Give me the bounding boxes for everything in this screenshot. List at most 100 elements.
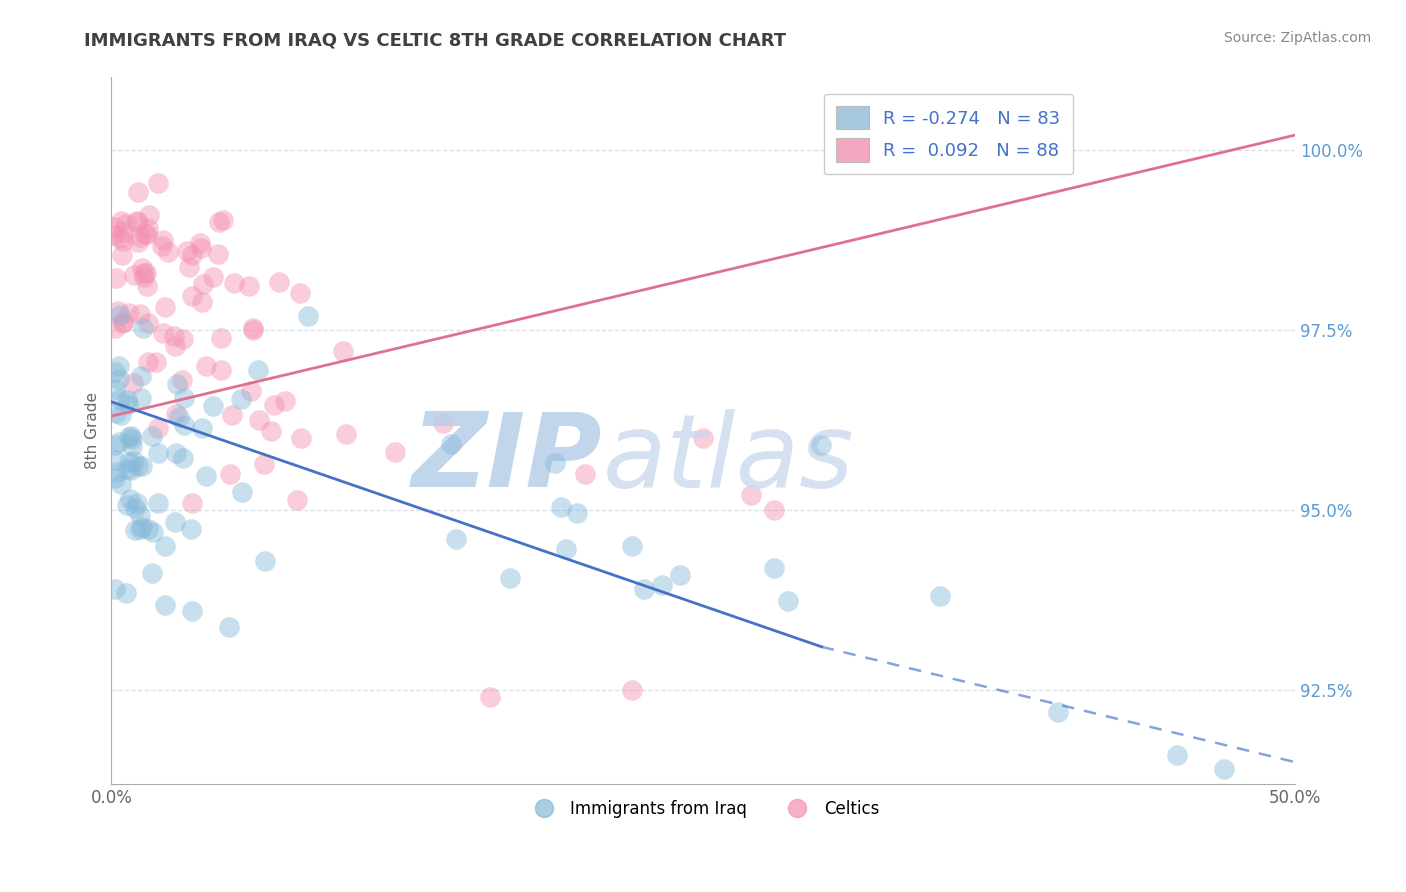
Point (259, 424, 281, 438)
Point (124, 501, 146, 516)
Point (146, 446, 169, 460)
Point (567, 506, 589, 520)
Point (181, 289, 204, 303)
Point (238, 279, 260, 293)
Point (810, 438, 832, 452)
Point (104, 471, 127, 485)
Point (165, 446, 187, 460)
Point (111, 315, 134, 329)
Point (621, 539, 644, 553)
Point (247, 413, 270, 427)
Point (112, 317, 135, 331)
Point (173, 391, 195, 405)
Point (135, 267, 157, 281)
Point (166, 376, 188, 391)
Point (173, 417, 195, 432)
Point (263, 398, 285, 412)
Point (188, 236, 211, 251)
Point (172, 332, 194, 346)
Point (136, 523, 159, 537)
Point (122, 268, 145, 283)
Point (172, 450, 194, 465)
Point (134, 270, 156, 285)
Point (763, 560, 786, 574)
Point (209, 363, 232, 377)
Point (544, 456, 567, 470)
Point (193, 277, 215, 292)
Point (134, 227, 156, 241)
Point (118, 429, 141, 443)
Point (180, 247, 202, 261)
Point (155, 539, 177, 553)
Point (290, 431, 312, 445)
Point (550, 500, 572, 515)
Legend: Immigrants from Iraq, Celtics: Immigrants from Iraq, Celtics (520, 794, 886, 825)
Point (138, 208, 160, 222)
Point (110, 408, 132, 422)
Point (129, 522, 152, 536)
Point (135, 279, 157, 293)
Point (138, 317, 160, 331)
Point (117, 455, 139, 469)
Point (104, 365, 127, 379)
Point (778, 594, 800, 608)
Point (169, 410, 191, 425)
Point (692, 431, 714, 445)
Point (127, 235, 149, 250)
Point (135, 227, 157, 241)
Point (104, 452, 127, 467)
Point (141, 566, 163, 580)
Point (105, 271, 128, 285)
Point (269, 276, 291, 290)
Point (190, 242, 212, 256)
Point (122, 454, 145, 468)
Point (132, 321, 155, 335)
Point (110, 214, 132, 228)
Point (127, 185, 149, 199)
Point (195, 359, 218, 373)
Point (194, 469, 217, 483)
Point (207, 246, 229, 260)
Point (253, 457, 276, 471)
Point (129, 391, 152, 405)
Point (153, 598, 176, 612)
Point (211, 213, 233, 227)
Point (115, 498, 138, 512)
Text: IMMIGRANTS FROM IRAQ VS CELTIC 8TH GRADE CORRELATION CHART: IMMIGRANTS FROM IRAQ VS CELTIC 8TH GRADE… (84, 31, 786, 49)
Point (172, 373, 194, 387)
Point (129, 368, 152, 383)
Point (1166, 747, 1188, 762)
Point (554, 542, 576, 557)
Point (131, 458, 153, 473)
Point (110, 476, 132, 491)
Point (125, 496, 148, 510)
Point (103, 227, 125, 242)
Point (621, 683, 644, 698)
Point (929, 590, 952, 604)
Point (108, 372, 131, 386)
Point (668, 567, 690, 582)
Point (740, 488, 762, 502)
Point (114, 586, 136, 600)
Point (136, 220, 159, 235)
Text: Source: ZipAtlas.com: Source: ZipAtlas.com (1223, 31, 1371, 45)
Point (240, 384, 263, 398)
Point (108, 392, 131, 406)
Point (150, 239, 173, 253)
Point (152, 326, 174, 340)
Point (499, 571, 522, 585)
Point (440, 437, 463, 451)
Point (176, 244, 198, 258)
Point (222, 276, 245, 290)
Point (181, 603, 204, 617)
Point (221, 408, 243, 422)
Point (242, 320, 264, 334)
Point (209, 331, 232, 345)
Point (105, 406, 128, 420)
Point (104, 582, 127, 596)
Y-axis label: 8th Grade: 8th Grade (86, 392, 100, 469)
Point (146, 176, 169, 190)
Text: ZIP: ZIP (412, 409, 603, 509)
Point (107, 435, 129, 450)
Point (120, 428, 142, 442)
